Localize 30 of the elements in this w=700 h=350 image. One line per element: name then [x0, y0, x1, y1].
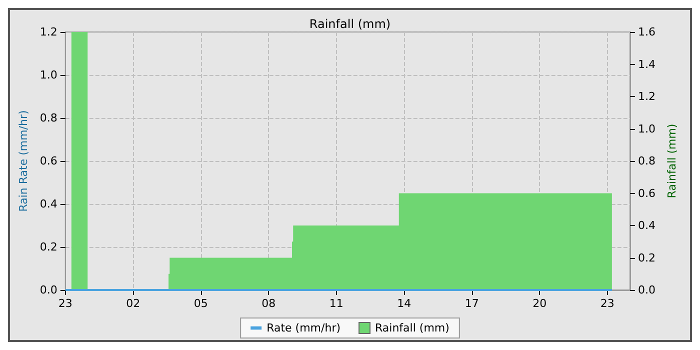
y2-tick-label: 1.4 [638, 58, 656, 71]
x-tick-label: 20 [532, 297, 547, 310]
y-tick-label: 0.6 [40, 154, 58, 168]
y2-tick-label: 0.8 [638, 154, 656, 168]
x-tick-label: 14 [397, 297, 412, 310]
x-tick-label: 23 [600, 297, 614, 310]
x-tick-label: 11 [329, 297, 344, 310]
y2-tick-label: 0.2 [638, 251, 656, 264]
y2-tick-label: 0.6 [638, 186, 656, 200]
y-axis-title: Rain Rate (mm/hr) [17, 110, 30, 212]
chart-title: Rainfall (mm) [309, 17, 391, 31]
x-tick-label: 23 [58, 297, 72, 310]
y2-tick-label: 1.6 [638, 26, 656, 38]
y-tick-label: 0.2 [40, 240, 58, 254]
y2-tick-label: 0.4 [638, 219, 656, 232]
y-tick-label: 0.4 [40, 198, 58, 210]
x-tick-label: 05 [194, 297, 208, 310]
y2-tick-label: 1.2 [638, 90, 656, 103]
y2-tick-label: 1.0 [638, 122, 656, 136]
legend-label: Rainfall (mm) [375, 322, 450, 334]
x-tick-label: 02 [126, 297, 140, 310]
y-tick-label: 0.0 [40, 284, 58, 296]
x-tick-label: 17 [464, 297, 479, 310]
y-tick-label: 0.8 [40, 112, 58, 124]
y-tick-label: 1.0 [40, 68, 58, 82]
legend-label: Rate (mm/hr) [266, 322, 341, 334]
y-tick-label: 1.2 [40, 26, 58, 38]
x-tick-label: 08 [262, 297, 276, 310]
y2-axis-title: Rainfall (mm) [665, 124, 678, 198]
y2-tick-label: 0.0 [638, 284, 656, 296]
